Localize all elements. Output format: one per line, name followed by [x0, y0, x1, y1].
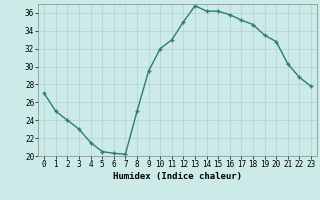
X-axis label: Humidex (Indice chaleur): Humidex (Indice chaleur) [113, 172, 242, 181]
